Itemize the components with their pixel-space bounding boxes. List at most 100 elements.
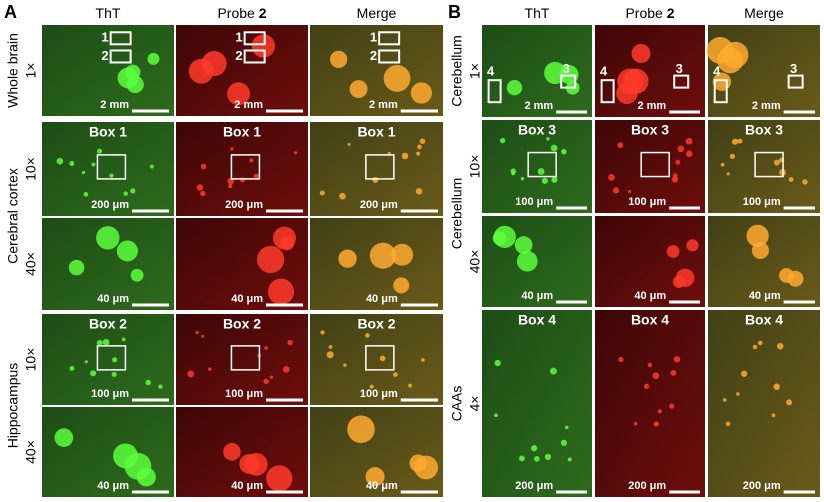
plaque: [736, 392, 740, 396]
plaque: [249, 158, 254, 163]
plaque: [266, 465, 293, 492]
plaque: [722, 398, 727, 402]
plaque: [56, 157, 64, 165]
plaque: [757, 340, 763, 346]
plaque: [786, 399, 793, 406]
plaque: [627, 189, 632, 194]
plaque: [416, 151, 421, 156]
scale-label: 100 μm: [743, 196, 781, 208]
plaque: [686, 150, 693, 158]
plaque: [776, 342, 784, 350]
plaque: [550, 144, 558, 152]
plaque: [773, 383, 780, 391]
plaque: [647, 362, 653, 368]
scale-label: 200 μm: [515, 480, 553, 492]
plaque: [223, 443, 241, 461]
scale-label: 40 μm: [231, 293, 263, 305]
region-box: [109, 31, 132, 46]
plaque: [511, 171, 516, 176]
plaque: [494, 413, 498, 418]
plaque: [643, 383, 650, 389]
plaque: [96, 226, 120, 250]
plaque: [746, 224, 769, 247]
scale-label: 200 μm: [360, 199, 398, 211]
plaque: [282, 366, 290, 373]
plaque: [200, 190, 206, 197]
scale-label: 2 mm: [234, 99, 263, 111]
region-box: [600, 79, 615, 104]
box-title: Box 4: [518, 312, 556, 328]
region-box: [487, 79, 502, 104]
plaque: [773, 159, 780, 166]
micrograph: [42, 314, 174, 405]
plaque: [516, 250, 538, 272]
plaque: [96, 148, 103, 154]
plaque: [618, 356, 624, 363]
panel-letter: B: [448, 2, 461, 22]
micrograph: [42, 122, 174, 216]
magnification: 1×: [23, 63, 39, 79]
column-label: ThT: [96, 5, 121, 21]
region-number: 4: [487, 64, 495, 79]
plaque: [671, 176, 679, 183]
zoom-box: [527, 151, 557, 178]
plaque: [675, 159, 681, 165]
group-label: Cerebellum: [449, 178, 465, 250]
plaque: [117, 67, 139, 89]
plaque: [149, 164, 154, 169]
region-box: [560, 74, 577, 89]
scale-label: 40 μm: [521, 290, 553, 302]
box-title: Box 3: [745, 122, 783, 138]
column-header: ThT: [525, 5, 550, 21]
plaque: [245, 453, 268, 476]
plaque: [415, 188, 423, 195]
plaque: [401, 152, 409, 160]
scale-label: 200 μm: [91, 199, 129, 211]
plaque: [657, 409, 662, 414]
plaque: [227, 82, 251, 106]
plaque: [653, 421, 660, 427]
scale-label: 40 μm: [366, 480, 398, 492]
plaque: [228, 183, 233, 189]
plaque: [729, 153, 736, 160]
plaque: [195, 330, 199, 335]
plaque: [112, 357, 118, 363]
plaque: [109, 173, 114, 178]
plaque: [121, 337, 126, 342]
column-header: Probe 2: [217, 5, 266, 21]
plaque: [514, 236, 533, 254]
plaque: [633, 421, 638, 426]
region-box: [378, 31, 401, 46]
plaque: [720, 162, 725, 167]
plaque: [326, 351, 334, 359]
zoom-box: [754, 151, 784, 178]
plaque: [369, 242, 397, 269]
plaque: [328, 345, 333, 349]
micrograph: [176, 122, 308, 216]
plaque: [123, 191, 128, 196]
plaque: [419, 138, 426, 144]
box-title: Box 3: [518, 122, 556, 138]
plaque: [200, 163, 207, 170]
plaque: [410, 82, 433, 104]
micrograph: [482, 120, 592, 213]
column-label: ThT: [525, 5, 550, 21]
scale-label: 40 μm: [366, 293, 398, 305]
scale-label: 200 μm: [225, 199, 263, 211]
region-box: [787, 74, 804, 89]
scale-label: 40 μm: [97, 480, 129, 492]
plaque: [493, 225, 516, 248]
scale-label: 100 μm: [628, 196, 666, 208]
plaque: [90, 370, 97, 377]
plaque: [145, 379, 151, 386]
plaque: [666, 245, 680, 258]
plaque: [677, 145, 685, 153]
plaque: [83, 192, 89, 197]
plaque: [631, 44, 651, 63]
region-number: 1: [101, 30, 108, 45]
plaque: [347, 415, 375, 444]
column-label: Merge: [357, 5, 397, 21]
zoom-box: [96, 345, 127, 371]
scale-label: 2 mm: [524, 100, 553, 112]
group-label: Cerebral cortex: [5, 168, 21, 264]
